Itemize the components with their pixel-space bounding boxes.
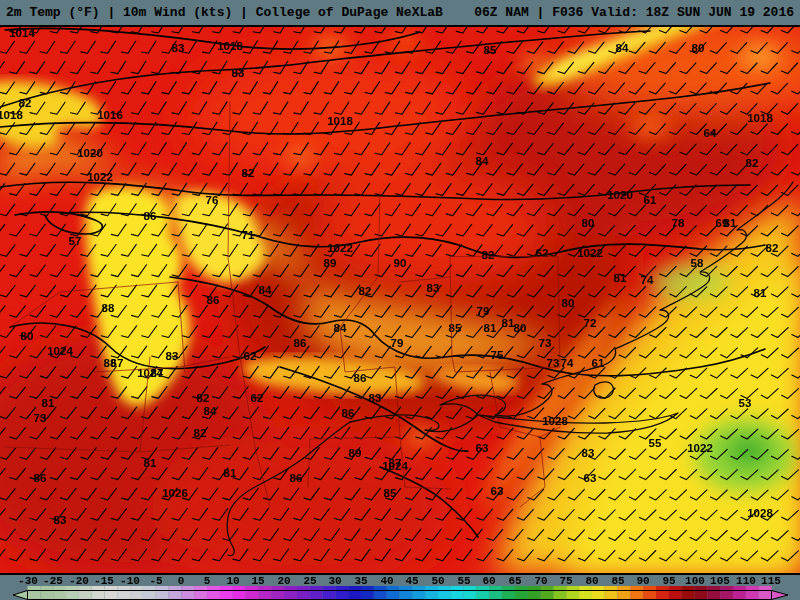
svg-text:15: 15 (251, 575, 265, 587)
svg-text:-15: -15 (94, 575, 114, 587)
svg-text:85: 85 (611, 575, 625, 587)
svg-text:20: 20 (277, 575, 290, 587)
svg-text:45: 45 (405, 575, 419, 587)
svg-text:0: 0 (178, 575, 185, 587)
svg-text:80: 80 (585, 575, 598, 587)
svg-text:90: 90 (636, 575, 649, 587)
svg-text:95: 95 (662, 575, 676, 587)
svg-text:-25: -25 (43, 575, 63, 587)
svg-text:5: 5 (204, 575, 211, 587)
svg-text:60: 60 (482, 575, 495, 587)
svg-text:100: 100 (685, 575, 705, 587)
svg-text:65: 65 (508, 575, 522, 587)
svg-text:75: 75 (559, 575, 573, 587)
svg-text:-20: -20 (69, 575, 89, 587)
svg-text:50: 50 (431, 575, 444, 587)
svg-text:-30: -30 (18, 575, 38, 587)
svg-text:-10: -10 (120, 575, 140, 587)
svg-text:70: 70 (534, 575, 547, 587)
svg-text:35: 35 (354, 575, 368, 587)
svg-text:115: 115 (761, 575, 781, 587)
svg-text:30: 30 (328, 575, 341, 587)
svg-text:110: 110 (736, 575, 756, 587)
svg-text:-5: -5 (149, 575, 163, 587)
svg-text:10: 10 (226, 575, 239, 587)
svg-text:55: 55 (457, 575, 471, 587)
svg-text:105: 105 (710, 575, 730, 587)
svg-text:40: 40 (380, 575, 393, 587)
svg-text:25: 25 (303, 575, 317, 587)
